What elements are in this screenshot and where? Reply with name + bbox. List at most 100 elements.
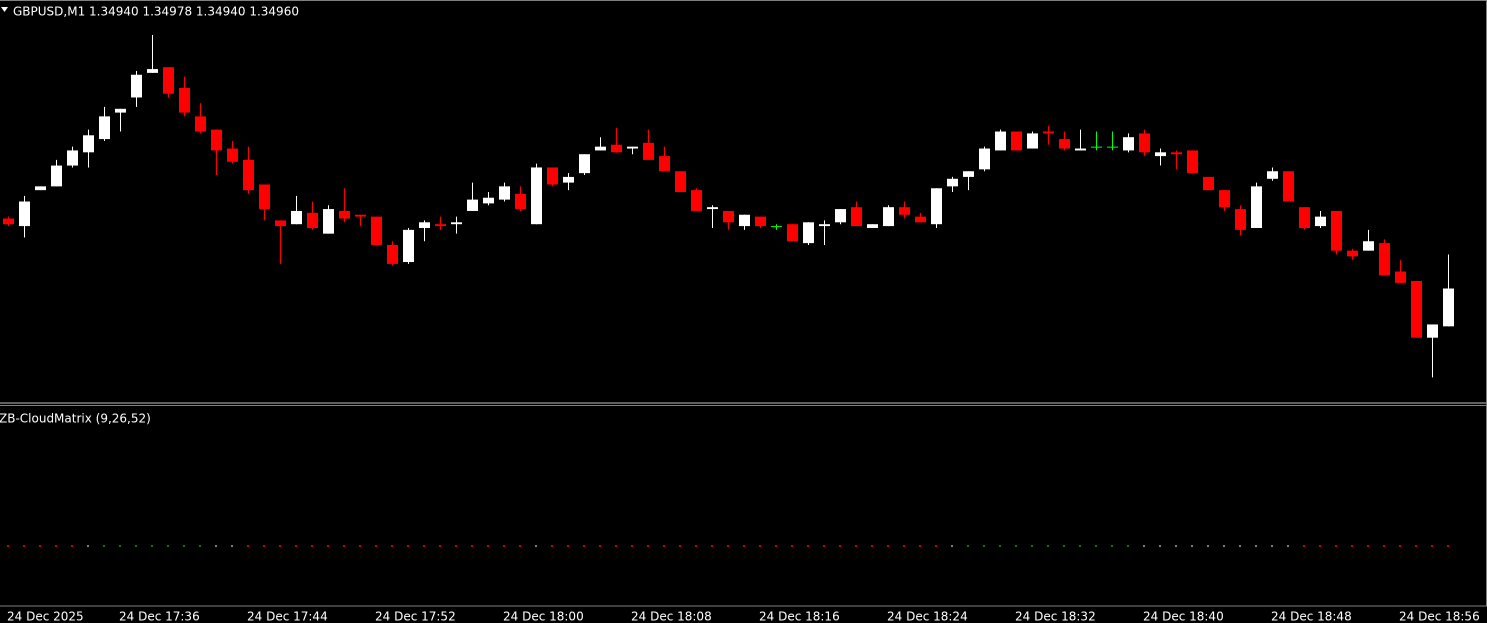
signal-dot [615, 545, 617, 547]
signal-dot [1447, 545, 1449, 547]
signal-dot [455, 545, 457, 547]
signal-dot [903, 545, 905, 547]
signal-dot [791, 545, 793, 547]
candle-body [1331, 210, 1342, 251]
signal-dot [215, 545, 217, 547]
candle-body [1283, 171, 1294, 202]
candle-body [211, 129, 222, 151]
signal-dot [1287, 545, 1289, 547]
candle-body [307, 212, 318, 228]
signal-dot [1047, 545, 1049, 547]
candle-body [867, 224, 878, 228]
signal-dot [407, 545, 409, 547]
signal-dot [103, 545, 105, 547]
x-tick-label: 24 Dec 18:16 [759, 610, 840, 623]
signal-dot [583, 545, 585, 547]
signal-dot [1079, 545, 1081, 547]
signal-dot [759, 545, 761, 547]
x-tick-label: 24 Dec 17:44 [247, 610, 328, 623]
candle-body [1123, 137, 1134, 151]
candle-body [179, 88, 190, 113]
candle-body [19, 201, 30, 227]
signal-dot [279, 545, 281, 547]
signal-dot [391, 545, 393, 547]
candle-body [483, 197, 494, 204]
signal-dot [1159, 545, 1161, 547]
signal-dot [727, 545, 729, 547]
candle-body [1219, 190, 1230, 208]
signal-dot [743, 545, 745, 547]
candle-body [547, 167, 558, 185]
candle-body [403, 229, 414, 263]
signal-dot [487, 545, 489, 547]
signal-dot [1335, 545, 1337, 547]
candle-body [291, 210, 302, 225]
candle-body [1203, 176, 1214, 191]
candle-body [1235, 209, 1246, 230]
signal-dot [807, 545, 809, 547]
signal-dot [647, 545, 649, 547]
signal-dot [327, 545, 329, 547]
candle-body [1075, 148, 1086, 151]
candle-body [787, 224, 798, 242]
signal-dot [135, 545, 137, 547]
candle-body [387, 245, 398, 264]
signal-dot [775, 545, 777, 547]
candle-body [579, 154, 590, 174]
x-tick-label: 24 Dec 18:40 [1143, 610, 1224, 623]
signal-dot [503, 545, 505, 547]
candle-body [115, 108, 126, 113]
signal-dot [55, 545, 57, 547]
candle-body [835, 209, 846, 223]
signal-dot [359, 545, 361, 547]
candle-body [371, 216, 382, 246]
signal-dot [887, 545, 889, 547]
candle-body [611, 144, 622, 153]
candle-body [1139, 133, 1150, 153]
candle-body [275, 220, 286, 227]
signal-dot [23, 545, 25, 547]
x-tick-label: 24 Dec 17:36 [119, 610, 200, 623]
x-tick-label: 24 Dec 2025 [7, 610, 84, 623]
candle-body [1299, 207, 1310, 228]
signal-dot [1031, 545, 1033, 547]
candle-body [1427, 324, 1438, 338]
candle-body [1267, 171, 1278, 179]
signal-dot [311, 545, 313, 547]
signal-dot [39, 545, 41, 547]
signal-dot [151, 545, 153, 547]
candle-body [339, 210, 350, 219]
signal-dot [1111, 545, 1113, 547]
signal-dot [295, 545, 297, 547]
signal-dot [855, 545, 857, 547]
x-tick-label: 24 Dec 18:56 [1399, 610, 1480, 623]
signal-dot [663, 545, 665, 547]
candle-body [355, 214, 366, 217]
signal-dot [871, 545, 873, 547]
signal-dot [183, 545, 185, 547]
candle-body [147, 69, 158, 73]
candle-body [931, 188, 942, 225]
signal-dot [695, 545, 697, 547]
candle-body [899, 207, 910, 215]
candle-body [467, 199, 478, 211]
candle-body [1411, 280, 1422, 338]
signal-dot [935, 545, 937, 547]
signal-dot [1351, 545, 1353, 547]
candle-body [163, 67, 174, 94]
candle-body [1379, 243, 1390, 276]
signal-dot [839, 545, 841, 547]
candle-body [1171, 152, 1182, 155]
candle-body [195, 116, 206, 132]
signal-dot [519, 545, 521, 547]
candle-body [499, 186, 510, 200]
candle-body [851, 207, 862, 227]
candle-body [51, 165, 62, 187]
candle-body [819, 224, 830, 227]
candle-body [1027, 133, 1038, 149]
signal-dot [471, 545, 473, 547]
candle-body [131, 74, 142, 98]
signal-dot [1063, 545, 1065, 547]
signal-dot [423, 545, 425, 547]
candle-body [243, 159, 254, 191]
